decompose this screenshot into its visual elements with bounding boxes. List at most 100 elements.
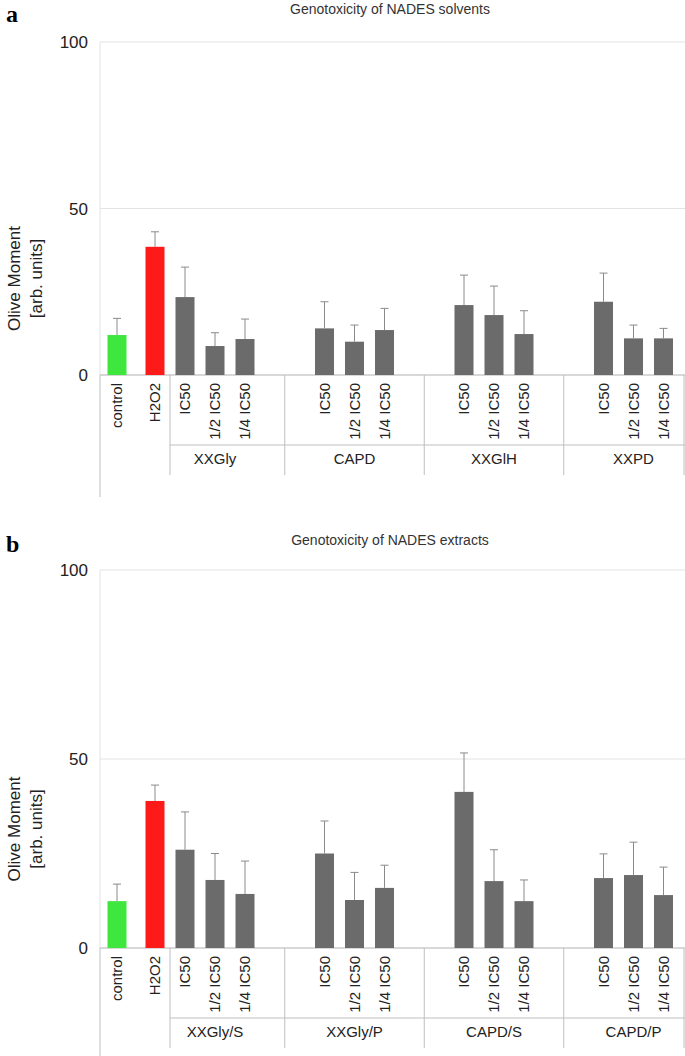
error-cap [151,785,159,786]
error-cap [381,865,389,866]
bar [176,297,195,375]
error-cap [460,752,468,753]
error-stem [215,854,216,880]
error-stem [524,880,525,901]
bar [108,901,127,948]
error-cap [351,325,359,326]
bar [206,346,225,375]
error-stem [155,785,156,801]
error-cap [151,231,159,232]
separator [424,948,425,1048]
group-label: XXGly [194,450,237,467]
error-stem [117,884,118,901]
error-bar [211,333,219,346]
y-tick-label: 50 [69,200,88,219]
y-tick-label: 0 [79,366,88,385]
error-bar [600,273,608,302]
group-label: XXGly/P [326,1023,383,1040]
bar [345,342,364,375]
error-cap [211,853,219,854]
error-bar [351,872,359,900]
error-cap [381,308,389,309]
x-tick-label: 1/2 IC50 [346,956,363,1013]
error-bar [490,286,498,315]
bar [146,801,165,948]
y-axis-line [100,570,101,948]
x-tick-label: IC50 [595,383,612,415]
group-line [170,1018,685,1019]
error-stem [464,753,465,792]
y-tick-label: 50 [69,750,88,769]
y-tick-label: 0 [79,939,88,958]
error-cap [321,820,329,821]
error-stem [464,275,465,305]
x-tick-label: 1/2 IC50 [206,383,223,440]
x-tick-label: 1/4 IC50 [376,383,393,440]
x-tick-label: 1/4 IC50 [655,956,672,1013]
grid-line [100,208,685,209]
error-bar [113,884,121,901]
y-axis-line [100,42,101,375]
error-cap [181,267,189,268]
error-stem [384,308,385,330]
bar [654,338,673,375]
error-cap [660,867,668,868]
error-bar [660,867,668,895]
bars [108,753,674,948]
y-tick-label: 100 [60,561,88,580]
error-stem [324,821,325,854]
error-stem [603,854,604,878]
error-cap [490,849,498,850]
error-stem [663,328,664,338]
x-tick-label: 1/2 IC50 [206,956,223,1013]
error-cap [600,853,608,854]
bar [515,334,534,375]
group-label: XXGlH [471,450,517,467]
x-tick-label: IC50 [176,383,193,415]
error-stem [215,333,216,346]
x-tick-label: 1/2 IC50 [485,383,502,440]
error-stem [155,232,156,247]
group-label: XXGly/S [187,1023,244,1040]
bar [375,330,394,375]
bar [236,339,255,375]
error-stem [245,319,246,339]
bar [146,247,165,375]
error-cap [660,328,668,329]
panel-a: aGenotoxicity of NADES solventsOlive Mom… [5,1,685,497]
x-tick-label: H2O2 [146,956,163,995]
y-tick-label: 100 [60,33,88,52]
error-bar [211,854,219,880]
separator [100,375,101,497]
bar [455,305,474,375]
error-stem [494,286,495,315]
error-cap [351,872,359,873]
error-cap [520,879,528,880]
x-tick-label: 1/2 IC50 [485,956,502,1013]
group-label: CAPD/P [606,1023,662,1040]
bar [315,328,334,375]
error-bar [351,325,359,342]
bar [515,901,534,948]
error-cap [460,275,468,276]
separator [170,375,171,475]
error-cap [630,842,638,843]
error-stem [324,302,325,329]
separator [563,375,564,475]
separator [563,948,564,1048]
error-bar [520,880,528,901]
y-axis-label: [arb. units] [27,789,46,868]
error-bar [460,275,468,305]
separator [100,948,101,1056]
y-axis-label: Olive Moment [5,226,24,331]
error-bar [630,842,638,875]
grid-line [100,42,685,43]
bar [236,894,255,948]
error-cap [181,811,189,812]
x-tick-label: 1/4 IC50 [376,956,393,1013]
error-stem [117,318,118,335]
bar [108,335,127,375]
x-tick-label: IC50 [455,956,472,988]
error-cap [630,325,638,326]
bar [455,792,474,948]
